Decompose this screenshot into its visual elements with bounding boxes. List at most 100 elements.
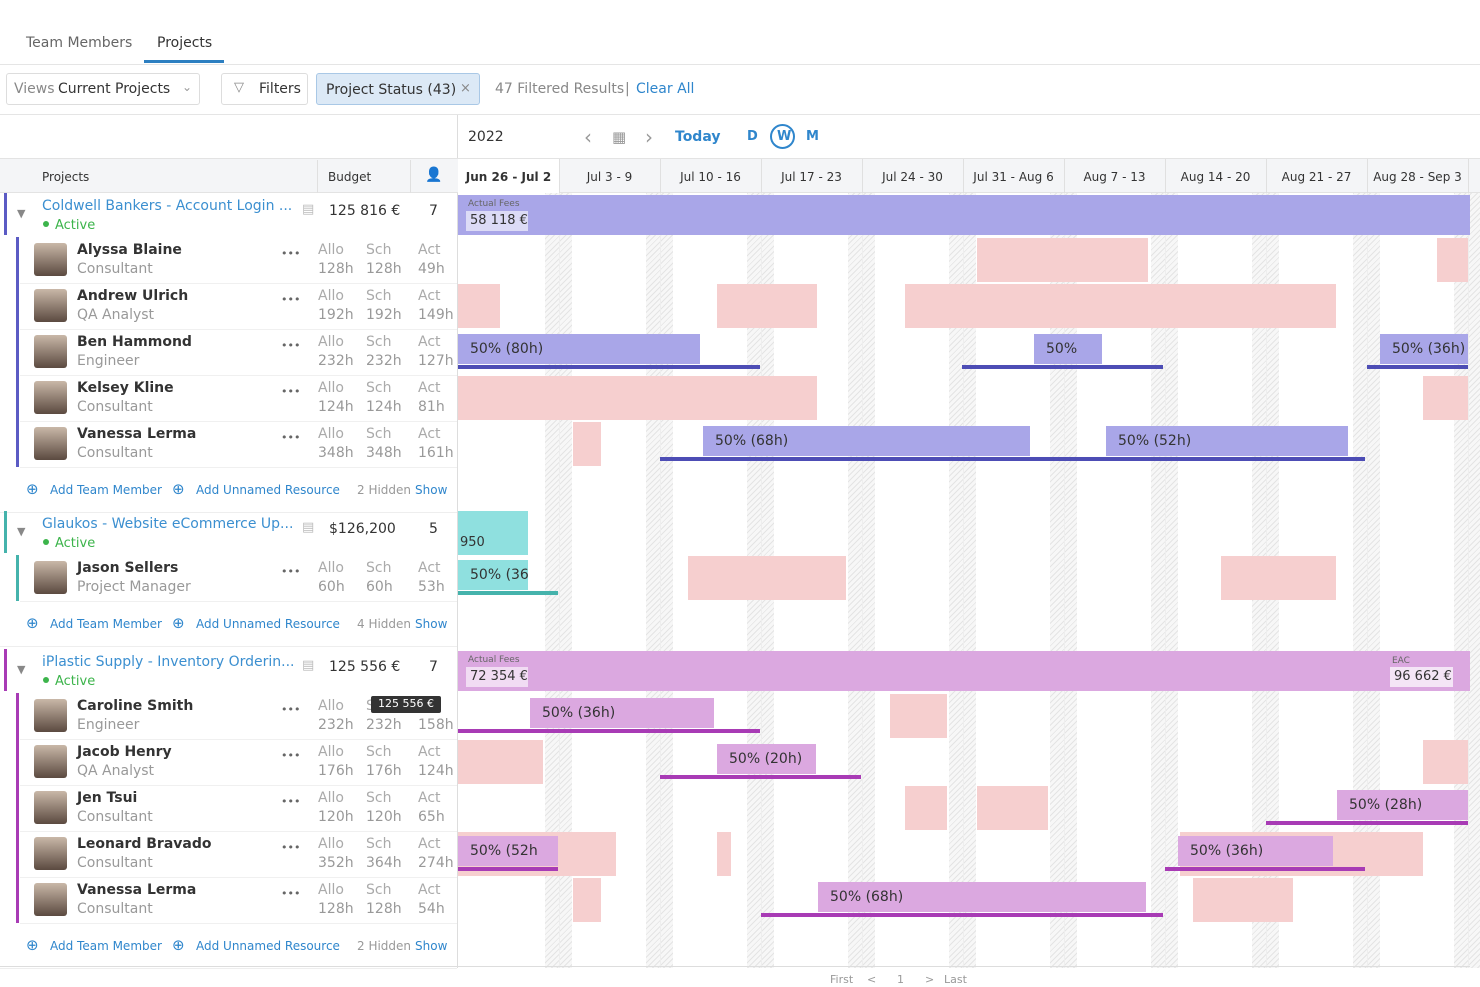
results: 47 Filtered Results	[495, 81, 625, 97]
project-status: Active	[55, 536, 96, 551]
col-budget: Budget	[328, 170, 372, 184]
fees-value: 950	[460, 535, 485, 550]
col-label: Act	[418, 426, 441, 442]
allocation-bar	[1034, 334, 1102, 364]
member-role: Engineer	[77, 353, 140, 369]
allocation-block	[573, 422, 601, 466]
week-divider	[1165, 159, 1166, 193]
hours: 176h	[318, 763, 354, 779]
scale-d[interactable]: D	[747, 129, 758, 144]
pagination[interactable]: 1	[897, 973, 904, 986]
row-divider	[20, 467, 457, 468]
allocation-block	[890, 694, 947, 738]
avatar	[34, 837, 67, 870]
row-divider	[20, 923, 457, 924]
col-label: Act	[418, 380, 441, 396]
allocation-bar	[717, 744, 816, 774]
pagination[interactable]: First	[830, 973, 854, 986]
views-dropdown[interactable]	[6, 73, 200, 105]
hours: 124h	[418, 763, 454, 779]
filters-button[interactable]	[221, 73, 308, 105]
allocation-block	[717, 832, 731, 876]
today[interactable]: Today	[675, 129, 721, 145]
col-label: Sch	[366, 882, 392, 898]
allocation-bar	[458, 560, 528, 590]
fees-value-box	[466, 211, 528, 231]
member-count: 5	[429, 521, 438, 537]
hours: 128h	[318, 261, 354, 277]
fees-value: 58 118 €	[470, 213, 528, 228]
allocation-bar	[703, 426, 1030, 456]
eac-value: 96 662 €	[1394, 669, 1452, 684]
avatar	[34, 745, 67, 778]
allocation-bar	[1106, 426, 1348, 456]
pagination[interactable]: >	[925, 973, 935, 986]
hidden-count: 4 Hidden	[357, 617, 412, 631]
show[interactable]: Show	[415, 483, 448, 497]
project-name[interactable]: Coldwell Bankers - Account Login ...	[42, 198, 293, 214]
week-divider	[1266, 159, 1267, 193]
hours: 49h	[418, 261, 445, 277]
row-divider	[20, 739, 457, 740]
add-member[interactable]: Add Team Member	[50, 939, 162, 953]
show[interactable]: Show	[415, 939, 448, 953]
pagination[interactable]: Last	[944, 973, 967, 986]
tab[interactable]: Projects	[157, 35, 213, 51]
col-label: Sch	[366, 334, 392, 350]
hours: 120h	[366, 809, 402, 825]
col-label: Allo	[318, 288, 344, 304]
week-divider	[1367, 159, 1368, 193]
divider	[0, 114, 1480, 115]
add-icon: ⊕	[26, 480, 39, 498]
avatar	[34, 289, 67, 322]
allocation-label: 50% (36h)	[542, 705, 616, 721]
add-unnamed[interactable]: Add Unnamed Resource	[196, 939, 340, 953]
more: •••	[281, 887, 301, 900]
scale-m[interactable]: M	[806, 129, 819, 144]
week-line	[1064, 193, 1065, 968]
col-label: Sch	[366, 426, 392, 442]
pagination[interactable]: <	[867, 973, 877, 986]
week-divider	[761, 159, 762, 193]
allocation-block	[1193, 878, 1293, 922]
col-label: Allo	[318, 698, 344, 714]
col-label: Allo	[318, 426, 344, 442]
allocation-block	[458, 284, 500, 328]
col-label: Act	[418, 790, 441, 806]
show[interactable]: Show	[415, 617, 448, 631]
allocation-block	[1423, 740, 1468, 784]
project-status: Active	[55, 218, 96, 233]
status-dot	[43, 539, 49, 545]
allocation-block	[977, 238, 1148, 282]
add-unnamed[interactable]: Add Unnamed Resource	[196, 483, 340, 497]
weekend-stripe	[848, 193, 875, 968]
week-divider	[1468, 159, 1469, 193]
col-label: Allo	[318, 334, 344, 350]
status-dot	[43, 677, 49, 683]
weekend-stripe	[646, 193, 673, 968]
project-edge	[4, 511, 7, 553]
allocation-block	[688, 556, 846, 600]
add-member[interactable]: Add Team Member	[50, 617, 162, 631]
col-projects: Projects	[42, 170, 90, 184]
project-name[interactable]: iPlastic Supply - Inventory Orderin...	[42, 654, 295, 670]
allocation-label: 50% (36h	[470, 567, 528, 583]
member-name: Vanessa Lerma	[77, 426, 197, 442]
row-divider	[20, 329, 457, 330]
tab[interactable]: Team Members	[26, 35, 133, 51]
week-label: Aug 7 - 13	[1083, 170, 1146, 184]
add-member[interactable]: Add Team Member	[50, 483, 162, 497]
clear-all[interactable]: Clear All	[636, 81, 695, 97]
fees-bar	[458, 195, 1470, 235]
member-role: QA Analyst	[77, 763, 155, 779]
add-unnamed[interactable]: Add Unnamed Resource	[196, 617, 340, 631]
allocation-line	[761, 913, 1163, 917]
divider	[410, 160, 411, 193]
scale-w[interactable]: W	[777, 129, 792, 144]
filter-chip[interactable]	[316, 73, 480, 105]
project-name[interactable]: Glaukos - Website eCommerce Up...	[42, 516, 294, 532]
avatar	[34, 791, 67, 824]
hours: 54h	[418, 901, 445, 917]
allocation-block	[458, 376, 817, 420]
